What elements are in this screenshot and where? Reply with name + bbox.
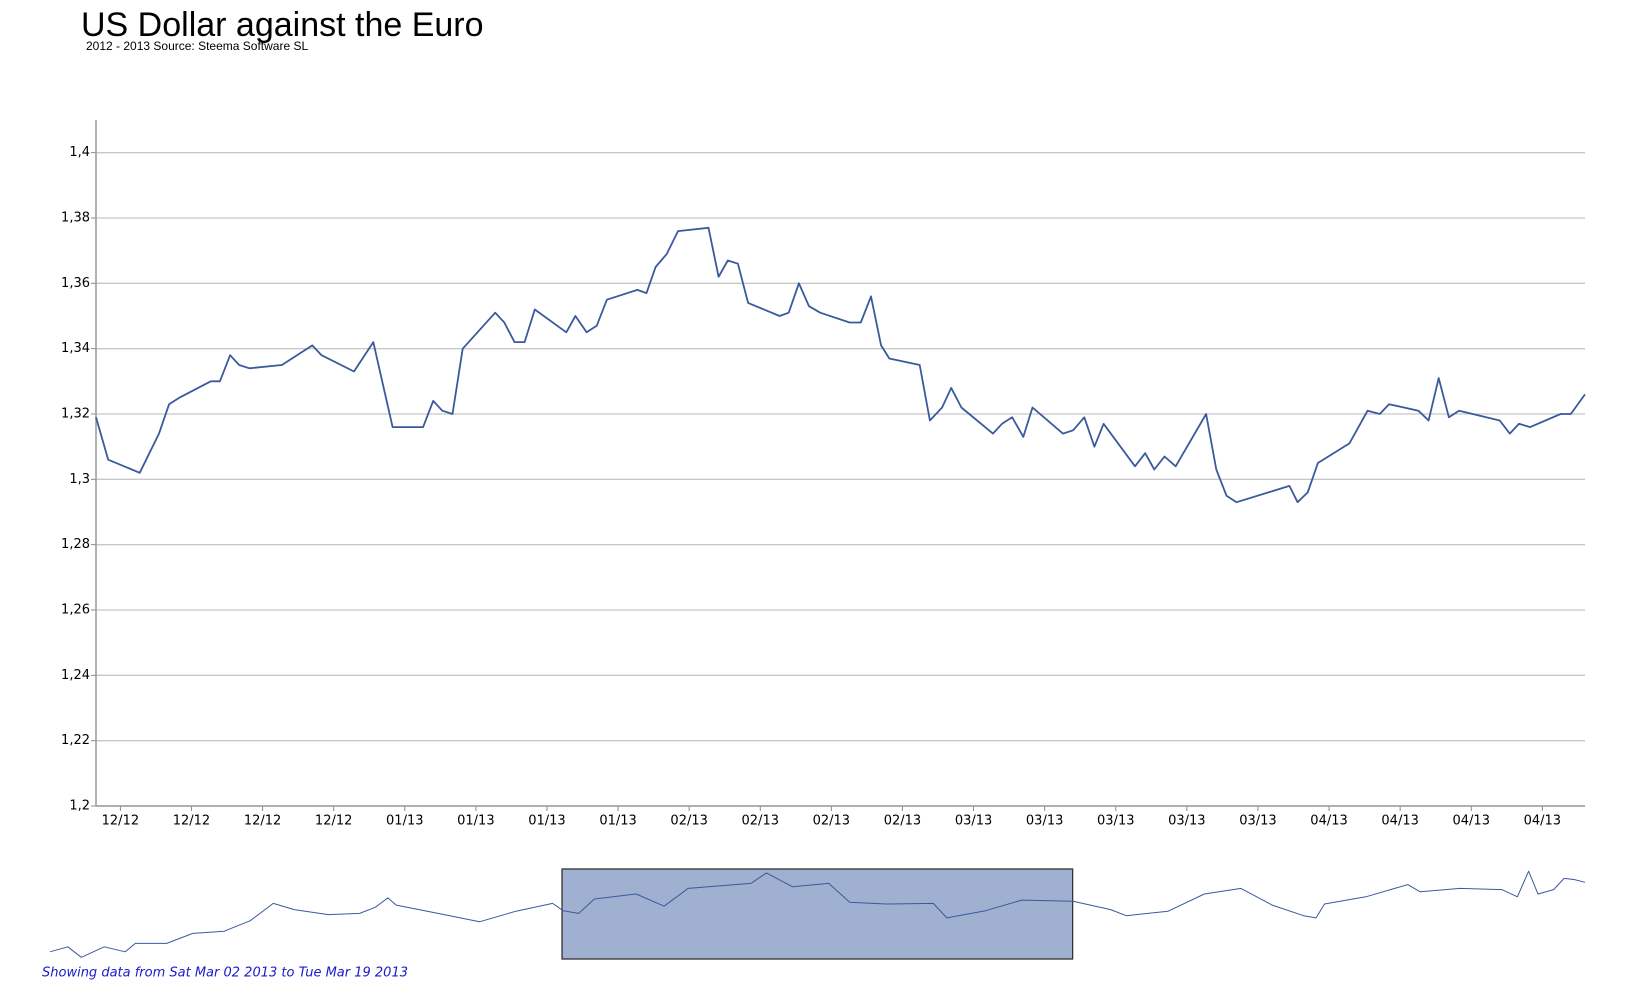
x-tick-label: 01/13: [457, 814, 494, 829]
y-tick-label: 1,32: [61, 407, 90, 422]
x-tick-label: 12/12: [173, 814, 210, 829]
chart-title: US Dollar against the Euro: [81, 6, 484, 44]
navigator-line: [49, 870, 1586, 958]
line: [95, 226, 1586, 504]
x-tick-label: 03/13: [1168, 814, 1205, 829]
x-tick-label: 04/13: [1453, 814, 1490, 829]
y-tick-label: 1,24: [61, 668, 90, 683]
x-tick-label: 03/13: [955, 814, 992, 829]
range-label: Showing data from Sat Mar 02 2013 to Tue…: [42, 966, 408, 981]
selection: [561, 868, 1074, 960]
y-tick-label: 1,22: [61, 733, 90, 748]
chart-subtitle: 2012 - 2013 Source: Steema Software SL: [86, 39, 308, 53]
x-tick-label: 01/13: [599, 814, 636, 829]
x-tick-label: 03/13: [1097, 814, 1134, 829]
x-tick-label: 01/13: [528, 814, 565, 829]
y-tick-label: 1,26: [61, 603, 90, 618]
y-tick-label: 1,4: [69, 145, 90, 160]
x-tick-label: 03/13: [1239, 814, 1276, 829]
x-tick-label: 12/12: [102, 814, 139, 829]
x-tick-label: 12/12: [244, 814, 281, 829]
x-tick-label: 02/13: [742, 814, 779, 829]
y-tick-label: 1,36: [61, 276, 90, 291]
x-tick-label: 04/13: [1310, 814, 1347, 829]
y-tick-label: 1,34: [61, 341, 90, 356]
x-tick-label: 04/13: [1381, 814, 1418, 829]
y-tick-label: 1,28: [61, 537, 90, 552]
x-tick-label: 04/13: [1524, 814, 1561, 829]
y-tick-label: 1,38: [61, 211, 90, 226]
y-tick-label: 1,3: [69, 472, 90, 487]
x-tick-label: 02/13: [670, 814, 707, 829]
x-tick-label: 01/13: [386, 814, 423, 829]
x-tick-label: 03/13: [1026, 814, 1063, 829]
x-tick-label: 02/13: [884, 814, 921, 829]
x-tick-label: 12/12: [315, 814, 352, 829]
x-tick-label: 02/13: [813, 814, 850, 829]
y-tick-label: 1,2: [69, 799, 90, 814]
